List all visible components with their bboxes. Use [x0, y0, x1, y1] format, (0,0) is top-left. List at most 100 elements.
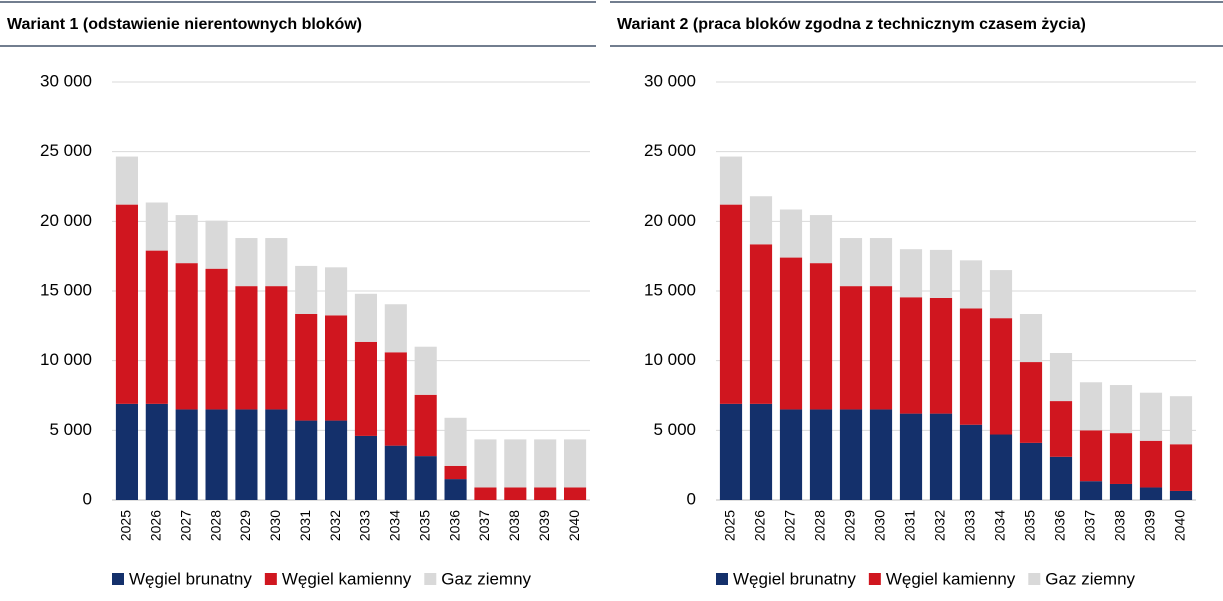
- bar-segment: [295, 420, 318, 500]
- x-tick-label: 2026: [148, 510, 164, 541]
- y-tick-label: 20 000: [644, 211, 696, 230]
- bar-segment: [959, 424, 983, 500]
- x-tick-label: 2028: [812, 510, 828, 541]
- x-tick-label: 2038: [1112, 510, 1128, 541]
- bar-segment: [384, 445, 407, 500]
- bar-segment: [325, 315, 348, 421]
- bar-segment: [839, 286, 863, 410]
- bar-segment: [959, 260, 983, 309]
- bar-segment: [384, 352, 407, 446]
- x-tick-label: 2031: [297, 510, 313, 541]
- legend-label: Węgiel kamienny: [886, 569, 1016, 588]
- bar-segment: [749, 244, 773, 404]
- y-tick-label: 15 000: [40, 280, 92, 299]
- legend-label: Gaz ziemny: [441, 569, 531, 588]
- y-tick-label: 20 000: [40, 211, 92, 230]
- x-tick-label: 2033: [962, 510, 978, 541]
- bar-segment: [205, 409, 228, 500]
- x-tick-label: 2026: [752, 510, 768, 541]
- y-tick-label: 5 000: [653, 420, 696, 439]
- x-tick-label: 2036: [1052, 510, 1068, 541]
- legend-label: Gaz ziemny: [1045, 569, 1135, 588]
- x-tick-label: 2034: [387, 510, 403, 541]
- bar-segment: [809, 215, 833, 264]
- bar-segment: [534, 439, 557, 488]
- x-tick-label: 2032: [327, 510, 343, 541]
- bar-segment: [564, 487, 587, 500]
- bar-segment: [265, 238, 288, 287]
- bar-segment: [1109, 385, 1133, 434]
- legend-swatch: [264, 573, 277, 585]
- legend-label: Węgiel brunatny: [733, 569, 856, 588]
- bar-segment: [1079, 481, 1103, 500]
- bar-segment: [265, 409, 288, 500]
- legend-label: Węgiel kamienny: [282, 569, 412, 588]
- x-tick-label: 2037: [1082, 510, 1098, 541]
- bar-segment: [1109, 433, 1133, 484]
- y-tick-label: 10 000: [40, 350, 92, 369]
- bar-segment: [1169, 490, 1193, 500]
- x-tick-label: 2029: [842, 510, 858, 541]
- bar-segment: [504, 487, 527, 500]
- bar-segment: [1139, 392, 1163, 441]
- x-tick-label: 2039: [1142, 510, 1158, 541]
- bar-segment: [235, 286, 258, 410]
- bar-segment: [989, 318, 1013, 435]
- bar-segment: [444, 417, 467, 466]
- bar-segment: [115, 156, 138, 205]
- bar-segment: [354, 341, 377, 436]
- bar-segment: [1079, 430, 1103, 482]
- bar-segment: [325, 420, 348, 500]
- bar-segment: [839, 409, 863, 500]
- bar-segment: [474, 439, 497, 488]
- legend-swatch: [868, 573, 881, 585]
- chart-title: Wariant 1 (odstawienie nierentownych blo…: [7, 16, 362, 33]
- x-tick-label: 2040: [566, 510, 582, 541]
- bar-segment: [1019, 442, 1043, 500]
- bar-segment: [145, 202, 168, 251]
- x-tick-label: 2034: [992, 510, 1008, 541]
- bar-segment: [205, 268, 228, 410]
- y-tick-label: 5 000: [49, 420, 92, 439]
- legend-swatch: [1028, 573, 1041, 585]
- x-tick-label: 2039: [536, 510, 552, 541]
- bar-segment: [444, 465, 467, 480]
- bar-segment: [959, 308, 983, 425]
- x-tick-label: 2027: [782, 510, 798, 541]
- bar-segment: [1079, 382, 1103, 431]
- bar-segment: [1019, 313, 1043, 363]
- bar-segment: [354, 293, 377, 342]
- x-tick-label: 2038: [506, 510, 522, 541]
- bar-segment: [295, 313, 318, 421]
- legend-swatch: [424, 573, 437, 585]
- bar-segment: [145, 403, 168, 500]
- bar-segment: [235, 238, 258, 287]
- bar-segment: [1139, 487, 1163, 500]
- bar-segment: [719, 156, 743, 205]
- x-tick-label: 2027: [177, 510, 193, 541]
- bar-segment: [989, 434, 1013, 500]
- bar-segment: [1049, 456, 1073, 500]
- bar-segment: [145, 250, 168, 404]
- x-tick-label: 2037: [476, 510, 492, 541]
- x-tick-label: 2025: [722, 510, 738, 541]
- bar-segment: [1139, 440, 1163, 488]
- bar-segment: [504, 439, 527, 488]
- bar-segment: [869, 238, 893, 287]
- y-tick-label: 30 000: [40, 71, 92, 90]
- bar-segment: [175, 409, 198, 500]
- y-tick-label: 0: [687, 489, 696, 508]
- bar-segment: [175, 215, 198, 264]
- bar-segment: [235, 409, 258, 500]
- legend-label: Węgiel brunatny: [129, 569, 252, 588]
- bar-segment: [295, 265, 318, 314]
- bar-segment: [779, 257, 803, 410]
- x-tick-label: 2040: [1172, 510, 1188, 541]
- y-tick-label: 10 000: [644, 350, 696, 369]
- bar-segment: [1109, 483, 1133, 500]
- bar-segment: [989, 270, 1013, 319]
- bar-segment: [1169, 444, 1193, 491]
- bar-segment: [779, 209, 803, 258]
- bar-segment: [205, 220, 228, 269]
- x-tick-label: 2035: [416, 510, 432, 541]
